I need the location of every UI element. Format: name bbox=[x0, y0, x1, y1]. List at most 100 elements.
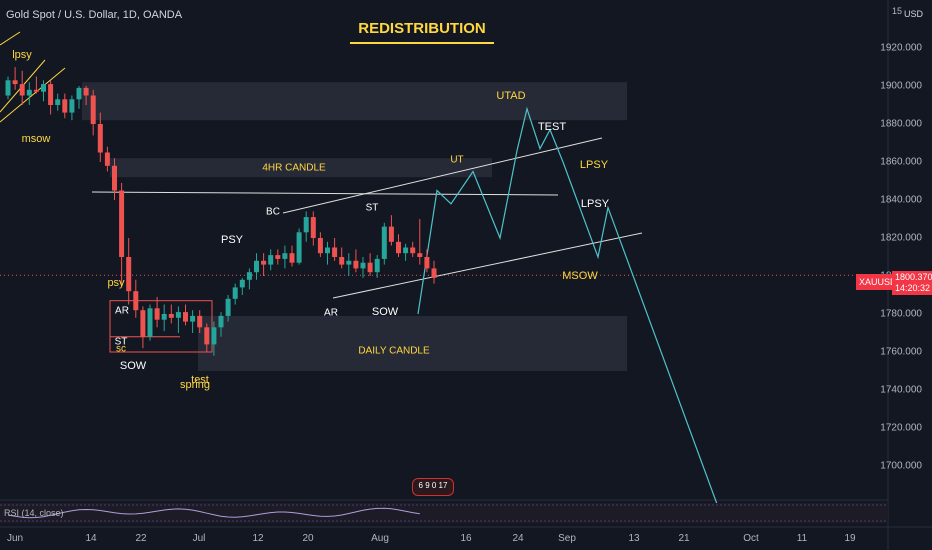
candle-body bbox=[388, 226, 394, 242]
y-tick-label: 1720.000 bbox=[880, 422, 922, 434]
candle-body bbox=[353, 260, 359, 269]
candle-body bbox=[104, 152, 110, 166]
price-axis-partial-tick: 15 bbox=[892, 6, 903, 16]
events-badge[interactable]: 6 9 0 17 bbox=[412, 478, 454, 496]
y-tick-label: 1840.000 bbox=[880, 194, 922, 206]
candle-body bbox=[218, 315, 224, 328]
channel-line-top bbox=[0, 31, 21, 46]
candle-body bbox=[261, 260, 267, 265]
wyckoff-label: AR bbox=[324, 307, 338, 319]
y-tick-label: 1780.000 bbox=[880, 308, 922, 320]
x-tick-label: 12 bbox=[252, 533, 264, 544]
candle-body bbox=[346, 260, 352, 265]
wyckoff-label: ST bbox=[365, 202, 379, 214]
wyckoff-label: ST bbox=[114, 336, 128, 348]
x-tick-label: Aug bbox=[371, 533, 389, 544]
candle-body bbox=[246, 272, 252, 280]
candle-body bbox=[332, 247, 338, 257]
last-price: 1800.370 bbox=[895, 272, 932, 282]
candle-body bbox=[403, 247, 409, 254]
x-tick-label: 16 bbox=[460, 533, 472, 544]
candle-body bbox=[126, 257, 132, 292]
candle-body bbox=[19, 84, 25, 96]
last-price-box: 1800.370 14:20:32 bbox=[892, 271, 932, 295]
x-tick-label: 22 bbox=[135, 533, 147, 544]
candle-body bbox=[5, 80, 11, 96]
candle-body bbox=[431, 268, 437, 278]
wyckoff-label: psy bbox=[107, 277, 125, 289]
candle-body bbox=[339, 257, 345, 265]
range-box bbox=[109, 300, 213, 353]
zone-box bbox=[198, 315, 627, 371]
candle-body bbox=[360, 262, 366, 269]
wyckoff-label: LPSY bbox=[580, 198, 610, 210]
y-tick-label: 1740.000 bbox=[880, 384, 922, 396]
candle-body bbox=[12, 80, 18, 85]
rsi-band bbox=[0, 503, 888, 523]
candle-body bbox=[424, 257, 430, 269]
candle-body bbox=[239, 279, 245, 288]
symbol-line[interactable]: Gold Spot / U.S. Dollar, 1D, OANDA bbox=[6, 9, 183, 21]
candle-body bbox=[48, 84, 54, 105]
y-tick-label: 1920.000 bbox=[880, 42, 922, 54]
candle-body bbox=[396, 241, 401, 254]
wyckoff-label: spring bbox=[180, 379, 210, 391]
candle-body bbox=[204, 327, 210, 345]
x-tick-label: Jun bbox=[6, 533, 24, 544]
wyckoff-label: BC bbox=[266, 206, 280, 218]
candle-body bbox=[97, 124, 103, 153]
candle-body bbox=[90, 95, 96, 124]
candle-body bbox=[381, 226, 387, 259]
zone-box bbox=[110, 158, 492, 178]
zone-label: DAILY CANDLE bbox=[358, 345, 430, 357]
wyckoff-label: sc bbox=[116, 343, 126, 355]
wyckoff-label: LPSY bbox=[579, 159, 609, 171]
candle-body bbox=[410, 247, 416, 254]
candle-body bbox=[282, 253, 288, 259]
candle-body bbox=[33, 89, 39, 92]
candle-body bbox=[119, 190, 125, 257]
candle-body bbox=[112, 165, 117, 191]
wyckoff-label: UT bbox=[450, 154, 464, 166]
candle-body bbox=[76, 87, 82, 100]
wyckoff-label: UTAD bbox=[496, 90, 526, 102]
candle-body bbox=[133, 291, 139, 311]
wyckoff-label: msow bbox=[21, 133, 51, 145]
candle-body bbox=[161, 314, 167, 320]
x-tick-label: 20 bbox=[302, 533, 314, 544]
candle-body bbox=[275, 255, 281, 259]
candle-body bbox=[232, 287, 238, 299]
candle-body bbox=[268, 255, 274, 265]
candle-body bbox=[289, 253, 295, 263]
y-tick-label: 1900.000 bbox=[880, 80, 922, 92]
y-tick-label: 1860.000 bbox=[880, 156, 922, 168]
x-tick-label: 24 bbox=[512, 533, 524, 544]
candle-body bbox=[41, 84, 46, 92]
candle-body bbox=[296, 232, 302, 263]
rsi-label[interactable]: RSI (14, close) bbox=[4, 508, 64, 518]
currency-label[interactable]: USD bbox=[904, 9, 924, 19]
candle-body bbox=[140, 310, 146, 337]
wyckoff-label: PSY bbox=[220, 234, 244, 246]
candle-body bbox=[83, 87, 89, 96]
candle-body bbox=[197, 315, 203, 328]
candle-body bbox=[190, 315, 196, 322]
bar-countdown: 14:20:32 bbox=[895, 283, 931, 293]
y-tick-label: 1880.000 bbox=[880, 118, 922, 130]
lower-channel-line bbox=[332, 232, 643, 299]
wyckoff-label: SOW bbox=[119, 360, 147, 372]
candle-body bbox=[325, 247, 330, 254]
wyckoff-label: SOW bbox=[371, 306, 399, 318]
x-tick-label: 21 bbox=[678, 533, 690, 544]
wyckoff-label: TEST bbox=[537, 121, 567, 133]
x-tick-label: 19 bbox=[844, 533, 856, 544]
candle-body bbox=[175, 312, 181, 318]
candle-body bbox=[211, 327, 217, 345]
upper-channel-line bbox=[282, 137, 603, 214]
channel-line-lower bbox=[0, 67, 66, 123]
candle-body bbox=[367, 262, 373, 273]
zone-label: 4HR CANDLE bbox=[262, 162, 326, 174]
candle-body bbox=[62, 99, 68, 113]
wyckoff-label: MSOW bbox=[562, 270, 598, 282]
